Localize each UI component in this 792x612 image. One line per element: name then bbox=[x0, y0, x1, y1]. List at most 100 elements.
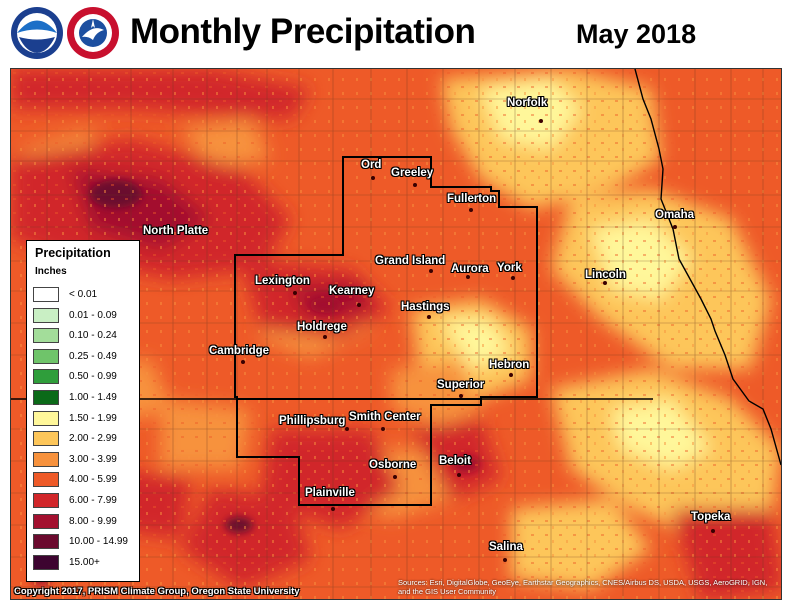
city-dot bbox=[539, 119, 543, 123]
legend-item: 0.10 - 0.24 bbox=[33, 326, 137, 344]
city-dot bbox=[466, 275, 470, 279]
precipitation-legend: Precipitation Inches < 0.01 0.01 - 0.09 0.… bbox=[26, 240, 140, 582]
legend-item: 2.00 - 2.99 bbox=[33, 429, 137, 447]
legend-label: 4.00 - 5.99 bbox=[69, 474, 117, 486]
city-dot bbox=[427, 315, 431, 319]
city-label-ord: Ord bbox=[361, 159, 382, 171]
legend-swatch bbox=[33, 554, 59, 570]
legend-label: 1.00 - 1.49 bbox=[69, 392, 117, 403]
city-dot bbox=[711, 529, 715, 533]
city-dot bbox=[345, 427, 349, 431]
city-dot bbox=[381, 427, 385, 431]
copyright-text: Copyright 2017, PRISM Climate Group, Ore… bbox=[14, 586, 300, 597]
city-label-north-platte: North Platte bbox=[143, 225, 209, 237]
legend-item: 4.00 - 5.99 bbox=[33, 470, 137, 488]
city-dot bbox=[509, 373, 513, 377]
legend-item: < 0.01 bbox=[33, 285, 137, 303]
city-label-salina: Salina bbox=[489, 541, 523, 553]
city-label-hebron: Hebron bbox=[489, 359, 530, 371]
legend-label: 10.00 - 14.99 bbox=[69, 536, 128, 548]
legend-label: 0.25 - 0.49 bbox=[69, 350, 117, 362]
forecast-area-border bbox=[234, 156, 538, 506]
city-dot bbox=[429, 269, 433, 273]
city-label-aurora: Aurora bbox=[451, 263, 489, 275]
city-label-superior: Superior bbox=[437, 379, 485, 391]
city-label-smith-center: Smith Center bbox=[349, 411, 421, 423]
map-title: Monthly Precipitation bbox=[130, 12, 476, 51]
legend-swatch bbox=[33, 348, 59, 364]
legend-label: 0.50 - 0.99 bbox=[69, 371, 117, 383]
legend-swatch bbox=[33, 534, 59, 550]
legend-swatch bbox=[33, 287, 59, 302]
legend-item: 3.00 - 3.99 bbox=[33, 450, 137, 468]
city-label-kearney: Kearney bbox=[329, 285, 375, 297]
header: Monthly Precipitation May 2018 bbox=[0, 0, 792, 68]
legend-label: 6.00 - 7.99 bbox=[69, 495, 117, 506]
city-dot bbox=[503, 558, 507, 562]
city-dot bbox=[413, 183, 417, 187]
city-dot bbox=[673, 225, 677, 229]
legend-item: 1.50 - 1.99 bbox=[33, 409, 137, 427]
legend-swatch bbox=[33, 410, 59, 426]
city-dot bbox=[323, 335, 327, 339]
legend-swatch bbox=[33, 390, 59, 405]
legend-label: 8.00 - 9.99 bbox=[69, 515, 117, 527]
legend-label: 3.00 - 3.99 bbox=[69, 453, 117, 465]
legend-item: 6.00 - 7.99 bbox=[33, 491, 137, 509]
city-label-norfolk: Norfolk bbox=[507, 97, 548, 109]
city-label-holdrege: Holdrege bbox=[297, 321, 347, 333]
legend-item: 10.00 - 14.99 bbox=[33, 532, 137, 550]
city-dot bbox=[457, 473, 461, 477]
city-label-greeley: Greeley bbox=[391, 167, 434, 179]
national-weather-service-logo bbox=[66, 6, 120, 60]
city-dot bbox=[469, 208, 473, 212]
city-label-lexington: Lexington bbox=[255, 275, 310, 287]
city-label-york: York bbox=[497, 262, 522, 274]
city-dot bbox=[241, 360, 245, 364]
legend-swatch bbox=[33, 472, 59, 488]
legend-swatch bbox=[33, 493, 59, 508]
map-period: May 2018 bbox=[576, 19, 697, 49]
legend-item: 0.50 - 0.99 bbox=[33, 367, 137, 385]
noaa-logo bbox=[10, 6, 64, 60]
missouri-river bbox=[634, 69, 781, 466]
legend-item: 1.00 - 1.49 bbox=[33, 388, 137, 406]
city-label-hastings: Hastings bbox=[401, 301, 450, 313]
city-label-topeka: Topeka bbox=[691, 511, 731, 523]
city-dot bbox=[603, 281, 607, 285]
city-dot bbox=[371, 176, 375, 180]
city-label-fullerton: Fullerton bbox=[447, 193, 497, 205]
city-label-osborne: Osborne bbox=[369, 459, 417, 471]
legend-swatch bbox=[33, 431, 59, 447]
legend-item: 0.25 - 0.49 bbox=[33, 347, 137, 365]
city-label-cambridge: Cambridge bbox=[209, 345, 270, 357]
city-label-lincoln: Lincoln bbox=[585, 269, 626, 281]
city-dot bbox=[293, 291, 297, 295]
city-dot bbox=[393, 475, 397, 479]
city-label-phillipsburg: Phillipsburg bbox=[279, 415, 346, 427]
legend-swatch bbox=[33, 307, 59, 323]
legend-swatch bbox=[33, 513, 59, 529]
legend-swatch bbox=[33, 451, 59, 467]
city-dot bbox=[357, 303, 361, 307]
legend-swatch bbox=[33, 369, 59, 385]
city-label-omaha: Omaha bbox=[655, 209, 694, 221]
legend-units: Inches bbox=[35, 266, 67, 277]
city-dot bbox=[331, 507, 335, 511]
city-dot bbox=[511, 276, 515, 280]
legend-label: 2.00 - 2.99 bbox=[69, 433, 117, 445]
legend-title: Precipitation bbox=[35, 246, 111, 260]
legend-item: 0.01 - 0.09 bbox=[33, 306, 137, 324]
legend-label: 15.00+ bbox=[69, 556, 100, 568]
legend-label: 1.50 - 1.99 bbox=[69, 412, 117, 424]
city-dot bbox=[459, 394, 463, 398]
legend-label: 0.01 - 0.09 bbox=[69, 309, 117, 321]
legend-label: 0.10 - 0.24 bbox=[69, 330, 117, 342]
legend-label: < 0.01 bbox=[69, 289, 98, 300]
legend-item: 15.00+ bbox=[33, 553, 137, 571]
city-label-beloit: Beloit bbox=[439, 455, 471, 467]
legend-swatch bbox=[33, 328, 59, 344]
basemap-sources: Sources: Esri, DigitalGlobe, GeoEye, Ear… bbox=[398, 578, 768, 596]
city-label-plainville: Plainville bbox=[305, 487, 355, 499]
legend-item: 8.00 - 9.99 bbox=[33, 512, 137, 530]
